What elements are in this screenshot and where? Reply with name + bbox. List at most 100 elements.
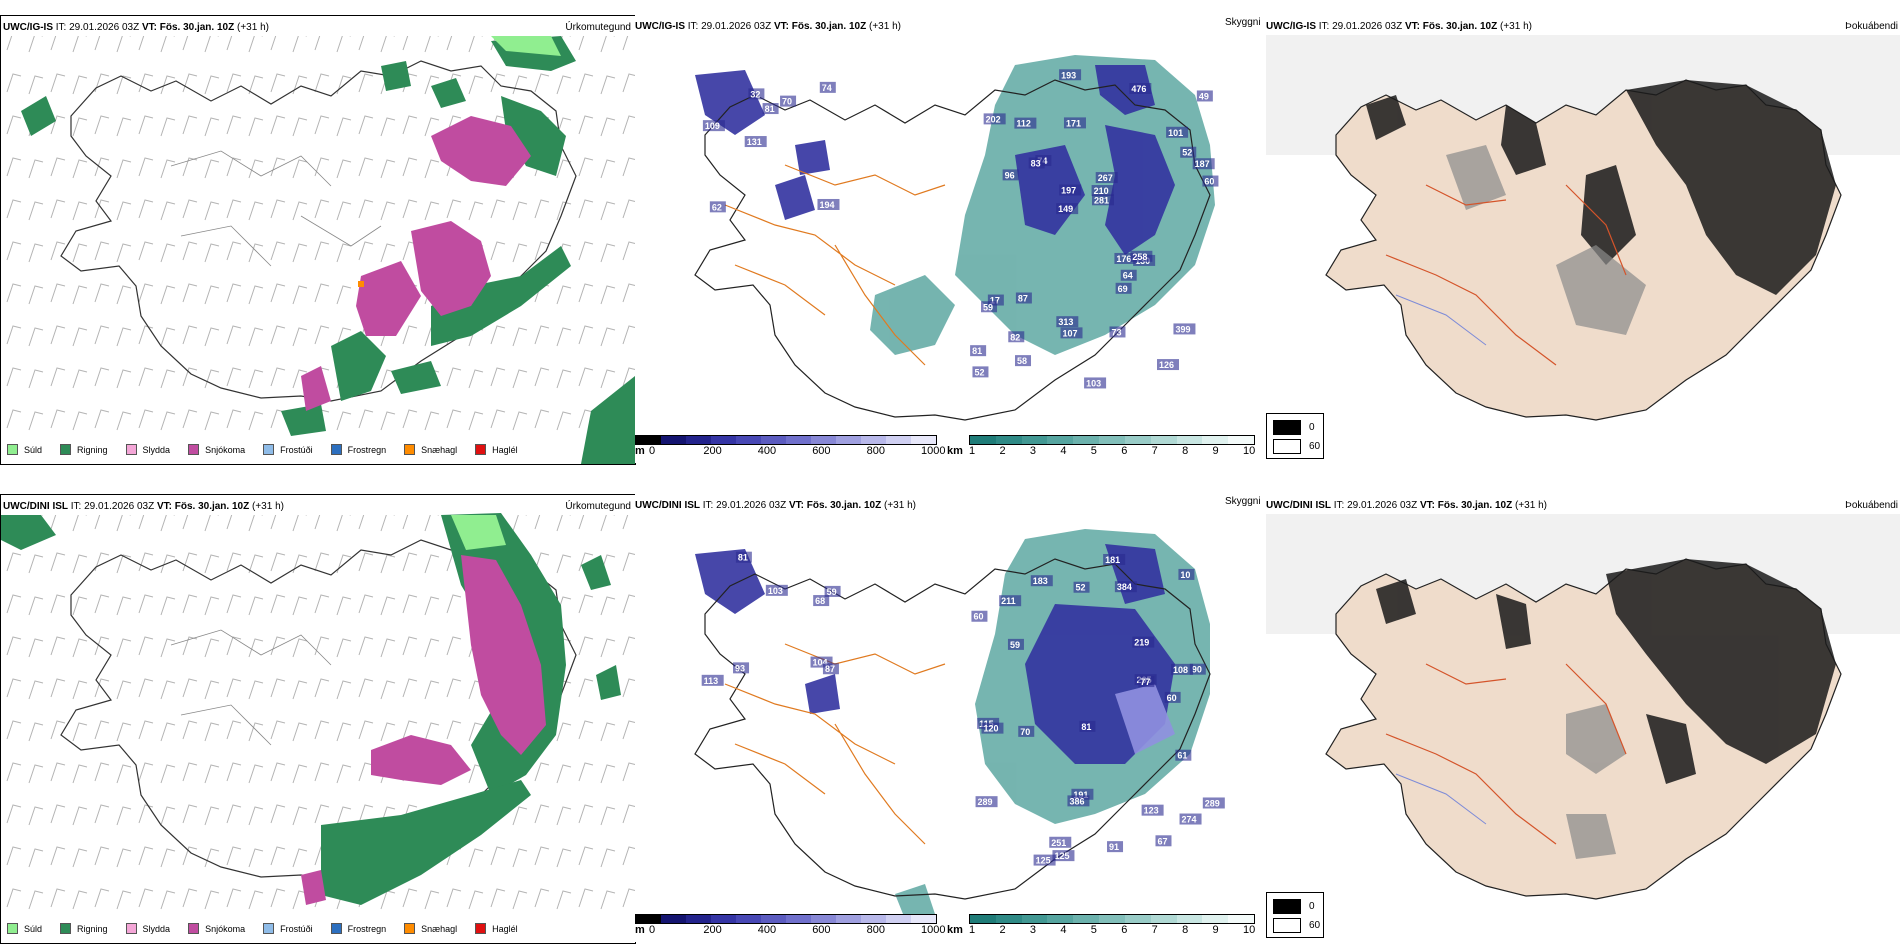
cloud-base-value: 476	[1131, 84, 1146, 94]
label-bg	[1179, 813, 1202, 825]
cloud-base-value: 82	[1010, 332, 1020, 342]
colorbar-tick: 0	[649, 445, 656, 457]
colorbar-tick: 5	[1090, 924, 1097, 936]
colorbar-segment	[1073, 436, 1100, 444]
colorbar-segment	[1021, 915, 1048, 923]
fog-legend-row: 60	[1273, 439, 1320, 454]
panel-title: Þokuábendi	[1845, 21, 1898, 32]
colorbar-segment	[1047, 915, 1074, 923]
panel-title: Úrkomutegund	[565, 22, 631, 33]
colorbar-tick: 1	[969, 924, 976, 936]
colorbar-segment	[686, 915, 711, 923]
colorbar-tick: 400	[757, 445, 777, 457]
colorbar-tick: 7	[1151, 924, 1158, 936]
cloud-base-value: 103	[768, 586, 783, 596]
label-bg	[1175, 749, 1192, 761]
swatch-snaehagl	[404, 923, 416, 934]
label-bg	[1015, 292, 1032, 304]
colorbar-tick: 7	[1151, 445, 1158, 457]
label-bg	[1060, 327, 1083, 339]
cloud-base-value: 73	[1111, 327, 1121, 337]
label-bg	[1130, 250, 1153, 262]
cloud-base-value: 77	[1140, 677, 1150, 687]
label-bg	[1059, 184, 1082, 196]
init-time: IT: 29.01.2026 03Z	[685, 21, 774, 32]
panel-header: UWC/DINI ISL IT: 29.01.2026 03Z VT: Fös.…	[3, 501, 284, 512]
model-name: UWC/IG-IS	[3, 22, 53, 33]
model-name: UWC/DINI ISL	[3, 501, 68, 512]
cloud-base-value: 386	[1069, 796, 1084, 806]
colorbar-tick: 8	[1182, 445, 1189, 457]
cloud-base-value: 58	[1017, 356, 1027, 366]
cloud-base-labels: 104 59 87 103 113 81 68 93 10 59 90 60 60 125 289 211 27…	[701, 551, 1225, 866]
legend-item: Snæhagl	[404, 444, 457, 455]
cloud-base-colorbar: m 0 200 400 600 800 1000	[635, 914, 945, 942]
valid-time: Fös. 30.jan. 10Z	[1437, 500, 1513, 511]
swatch-haglel	[475, 923, 487, 934]
label-bg	[1115, 282, 1132, 294]
colorbar-segment	[761, 436, 786, 444]
colorbar-segment	[811, 436, 836, 444]
colorbar-segment	[1099, 436, 1125, 444]
colorbar-tick: 600	[812, 924, 831, 936]
colorbar-segment	[1099, 915, 1125, 923]
fog-legend-row: 60	[1273, 918, 1320, 933]
cloud-base-value: 83	[1031, 158, 1041, 168]
colorbar-tick: 9	[1212, 445, 1219, 457]
label-bg	[1049, 836, 1072, 848]
label-bg	[1030, 575, 1053, 587]
colorbar-strip	[969, 914, 1255, 924]
colorbar-segment	[836, 436, 861, 444]
colorbar-tick: 0	[649, 924, 656, 936]
init-time: IT: 29.01.2026 03Z	[1316, 21, 1405, 32]
colorbar-segment	[661, 915, 686, 923]
panel-title: Skyggni	[1225, 17, 1261, 28]
colorbar-unit: km	[947, 924, 963, 936]
colorbar-tick: 800	[866, 924, 885, 936]
cloud-base-value: 108	[1173, 665, 1188, 675]
label-bg	[1008, 331, 1025, 343]
fog-map-2	[1266, 514, 1900, 900]
lead-time: (+31 h)	[866, 21, 901, 32]
cloud-base-value: 60	[1204, 177, 1214, 187]
swatch-slydda	[125, 444, 137, 455]
swatch-sud	[7, 923, 18, 934]
fog-legend-row: 0	[1273, 420, 1315, 435]
cloud-base-value: 93	[735, 663, 745, 673]
cloud-map-2: 104 59 87 103 113 81 68 93 10 59 90 60 60 125 289 211 27…	[694, 529, 1225, 919]
model-name: UWC/DINI ISL	[635, 500, 700, 511]
colorbar-segment	[736, 915, 761, 923]
colorbar-unit: km	[947, 445, 963, 457]
cloud-base-value: 251	[1051, 838, 1066, 848]
label-bg	[1091, 185, 1114, 197]
cloud-base-value: 52	[1076, 583, 1086, 593]
label-bg	[1052, 850, 1075, 862]
colorbar-segment	[1150, 915, 1177, 923]
label-bg	[1091, 194, 1114, 206]
model-name: UWC/IG-IS	[1266, 21, 1316, 32]
cloud-base-value: 187	[1195, 159, 1210, 169]
swatch-frostregn	[330, 923, 342, 934]
colorbar-segment	[636, 915, 661, 923]
colorbar-strip	[635, 914, 937, 924]
cloud-base-value: 68	[815, 596, 825, 606]
colorbar-strip	[969, 435, 1255, 445]
colorbar-tick: 4	[1060, 445, 1067, 457]
row-2: UWC/DINI ISL IT: 29.01.2026 03Z VT: Fös.…	[0, 475, 1900, 950]
cloud-base-value: 126	[1159, 360, 1174, 370]
fog-map-1	[1266, 35, 1900, 421]
cloud-base-value: 90	[1192, 665, 1202, 675]
cloud-map-1: 1941097413170623281177481821712671302021…	[694, 55, 1219, 421]
cloud-base-value: 193	[1061, 70, 1076, 80]
panel-header: UWC/DINI ISL IT: 29.01.2026 03Z VT: Fös.…	[1266, 500, 1547, 511]
legend-item: Rigning	[60, 444, 108, 455]
precip-map	[1, 36, 635, 464]
colorbar-tick: 800	[866, 445, 885, 457]
label-bg	[1109, 326, 1126, 338]
label-bg	[1202, 797, 1225, 809]
valid-label: VT:	[141, 22, 157, 33]
cloud-base-value: 103	[1086, 378, 1101, 388]
cloud-base-value: 59	[827, 587, 837, 597]
swatch-frostregn	[330, 444, 342, 455]
label-bg	[819, 81, 836, 93]
